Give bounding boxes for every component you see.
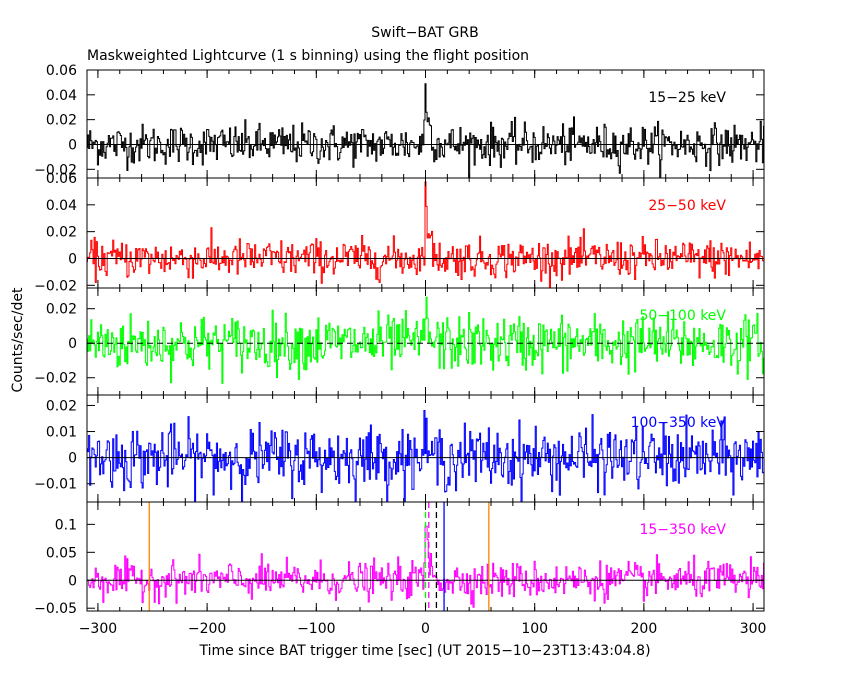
- x-tick-label-4: 100: [521, 621, 548, 637]
- y-tick-label-2-0: −0.02: [34, 371, 77, 387]
- y-tick-label-1-0: −0.02: [34, 278, 77, 294]
- y-tick-label-1-2: 0.02: [46, 225, 77, 241]
- figure-subtitle: Maskweighted Lightcurve (1 s binning) us…: [87, 48, 529, 64]
- y-axis-label: Counts/sec/det: [10, 287, 26, 392]
- y-tick-label-4-1: 0: [68, 573, 77, 589]
- y-tick-label-2-1: 0: [68, 336, 77, 352]
- y-tick-label-1-1: 0: [68, 251, 77, 267]
- band-label-4: 15−350 keV: [639, 522, 726, 538]
- y-tick-label-4-0: −0.05: [34, 601, 77, 617]
- lightcurve-series-3: [87, 410, 764, 502]
- y-tick-label-3-0: −0.01: [34, 477, 77, 493]
- x-axis-label: Time since BAT trigger time [sec] (UT 20…: [198, 643, 650, 659]
- band-label-1: 25−50 keV: [648, 198, 726, 214]
- y-tick-label-2-2: 0.02: [46, 302, 77, 318]
- x-tick-label-2: −100: [297, 621, 335, 637]
- lightcurve-series-2: [87, 296, 764, 384]
- y-tick-label-0-2: 0.02: [46, 113, 77, 129]
- y-tick-label-0-3: 0.04: [46, 88, 77, 104]
- band-label-0: 15−25 keV: [648, 90, 726, 106]
- y-tick-label-3-3: 0.02: [46, 398, 77, 414]
- y-tick-label-3-2: 0.01: [46, 425, 77, 441]
- y-tick-label-3-1: 0: [68, 451, 77, 467]
- x-tick-label-0: −300: [79, 621, 117, 637]
- y-tick-label-1-4: 0.06: [46, 171, 77, 187]
- x-tick-label-1: −200: [188, 621, 226, 637]
- y-tick-label-0-1: 0: [68, 137, 77, 153]
- lightcurve-series-0: [87, 83, 764, 178]
- band-label-2: 50−100 keV: [639, 308, 726, 324]
- x-tick-label-3: 0: [421, 621, 430, 637]
- x-tick-label-6: 300: [740, 621, 767, 637]
- figure-title: Swift−BAT GRB: [371, 25, 478, 41]
- y-tick-label-0-0: −0.02: [34, 162, 77, 178]
- y-tick-label-4-3: 0.1: [55, 517, 77, 533]
- x-tick-label-5: 200: [631, 621, 658, 637]
- y-tick-label-1-3: 0.04: [46, 198, 77, 214]
- panels: −0.02 0 0.02 0.04 0.06 15−25 keV −0.02 0 0.02 0.0…: [34, 63, 766, 637]
- y-tick-label-0-4: 0.06: [46, 63, 77, 79]
- y-tick-label-4-2: 0.05: [46, 545, 77, 561]
- band-label-3: 100−350 keV: [631, 415, 727, 431]
